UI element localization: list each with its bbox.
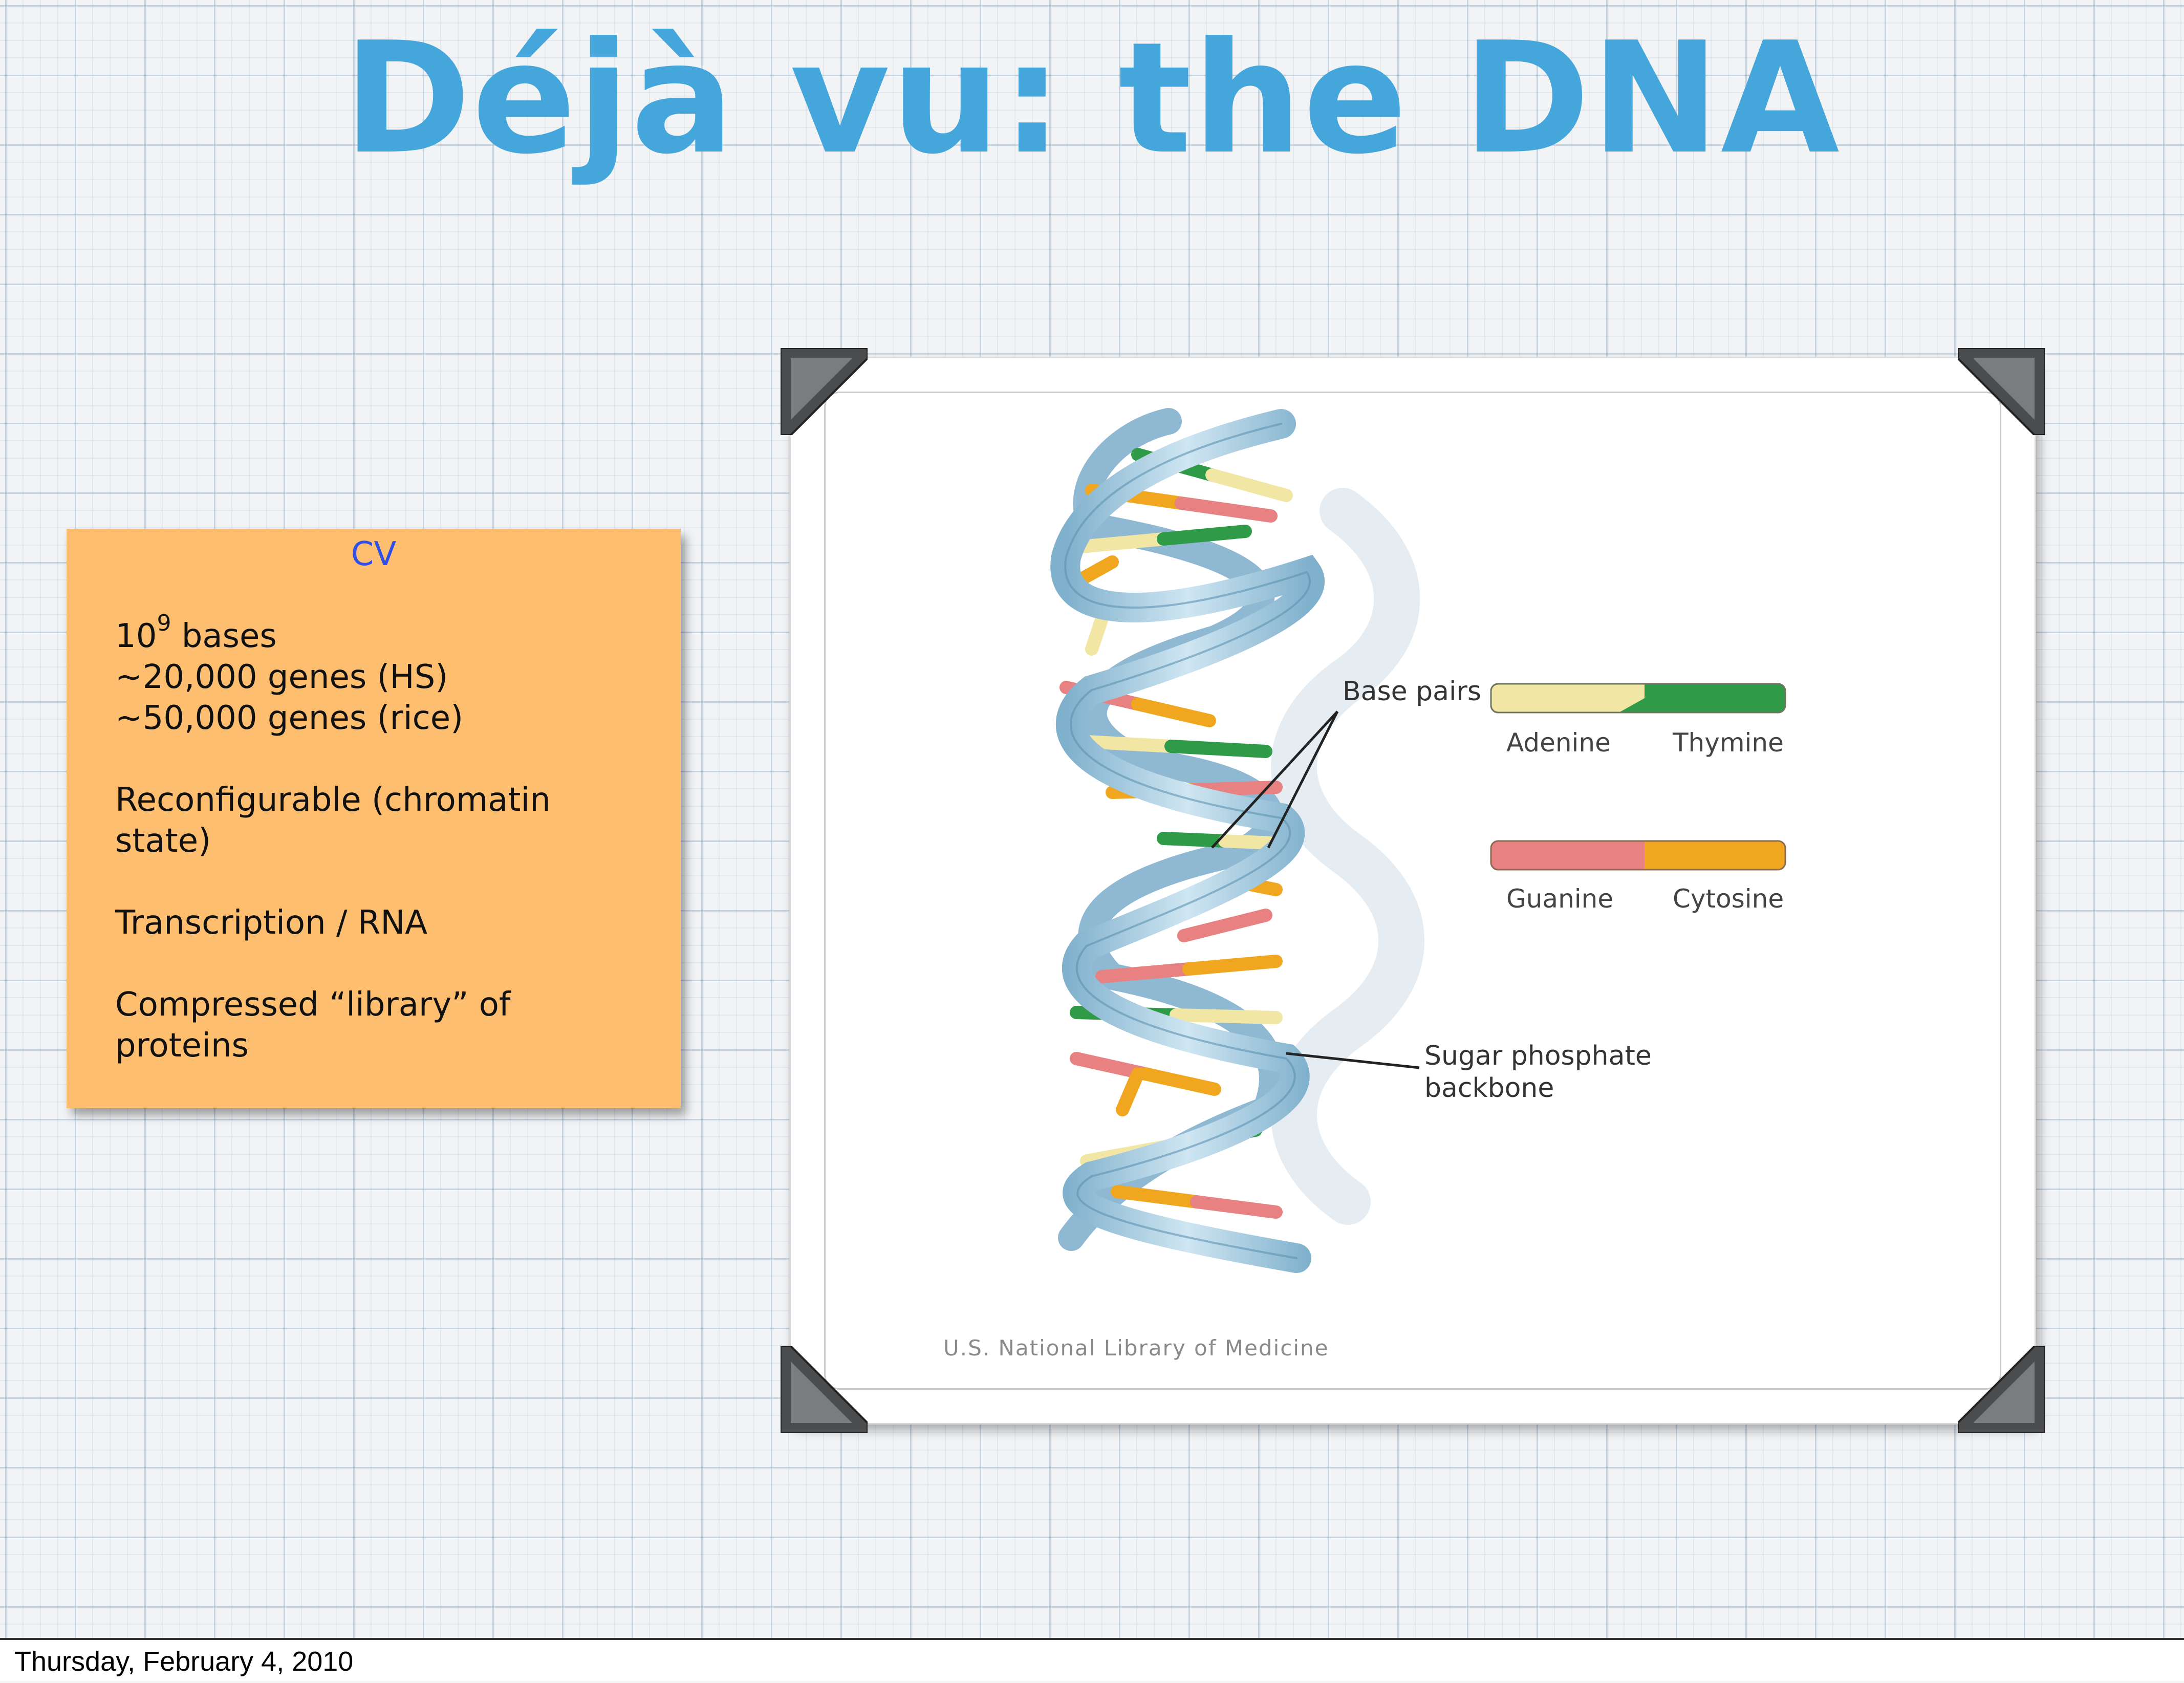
legend-guanine: Guanine bbox=[1506, 884, 1613, 914]
legend-cytosine: Cytosine bbox=[1673, 884, 1784, 914]
base-pair-rung-4-1 bbox=[1090, 612, 1109, 640]
helix-shadow bbox=[1271, 488, 1424, 1225]
base-pair-rung-8-0 bbox=[1157, 832, 1231, 848]
legend-thymine: Thymine bbox=[1672, 728, 1784, 758]
photo-frame-inner: Base pairs Sugar phosphate backbone Aden… bbox=[824, 392, 2001, 1390]
note-transcription: Transcription / RNA bbox=[115, 904, 427, 942]
base-pair-rung-1-1 bbox=[1175, 497, 1278, 523]
base-pair-rung-11-0 bbox=[1095, 962, 1196, 983]
note-library-2: proteins bbox=[115, 1027, 249, 1065]
photo-frame: Base pairs Sugar phosphate backbone Aden… bbox=[781, 348, 2045, 1433]
note-heading: CV bbox=[351, 535, 397, 573]
slide-title: Déjà vu: the DNA bbox=[343, 9, 1841, 188]
base-pair-rung-3-1 bbox=[1083, 555, 1119, 581]
base-pair-rung-10-0 bbox=[1218, 909, 1272, 932]
base-pair-rung-16-1 bbox=[1190, 1195, 1283, 1219]
base-pair-rung-12-1 bbox=[1170, 1008, 1283, 1024]
note-bases: 109 bases bbox=[115, 612, 650, 657]
backbone-label-1: Sugar phosphate bbox=[1424, 1041, 1652, 1071]
note-genes-rice: ~50,000 genes (rice) bbox=[115, 699, 464, 737]
base-pair-rung-13-1 bbox=[1139, 1067, 1221, 1096]
base-pairs-callout-line-2 bbox=[1267, 710, 1339, 849]
base-pair-rung-2-1 bbox=[1157, 525, 1252, 546]
bases-prefix: 10 bbox=[115, 617, 157, 655]
image-credit: U.S. National Library of Medicine bbox=[943, 1335, 1329, 1361]
base-pairs-label: Base pairs bbox=[1343, 676, 1481, 707]
backbone-callout-line bbox=[1286, 1052, 1420, 1069]
base-pair-rung-10-1 bbox=[1177, 919, 1231, 942]
sticky-note: CV 109 bases ~20,000 genes (HS) ~50,000 … bbox=[67, 529, 681, 1108]
backbone-strand-front-edge bbox=[1064, 423, 1311, 1259]
base-pair-rung-5-1 bbox=[1131, 697, 1216, 727]
base-pairs-callout-line-1 bbox=[1211, 710, 1338, 849]
frame-corner-top-left bbox=[781, 348, 868, 435]
base-pair-rung-9-1 bbox=[1257, 880, 1283, 896]
frame-corner-bottom-right bbox=[1958, 1346, 2045, 1433]
legend-adenine-thymine: Adenine Thymine bbox=[1490, 683, 1786, 758]
note-genes-hs: ~20,000 genes (HS) bbox=[115, 658, 448, 696]
bases-exponent: 9 bbox=[157, 610, 171, 636]
frame-corner-bottom-left bbox=[781, 1346, 868, 1433]
base-pair-rung-0-1 bbox=[1205, 468, 1293, 502]
note-library-1: Compressed “library” of bbox=[115, 986, 511, 1024]
footer-date: Thursday, February 4, 2010 bbox=[0, 1638, 2184, 1681]
base-pair-rung-11-1 bbox=[1182, 955, 1283, 976]
base-pair-rung-6-1 bbox=[1164, 740, 1272, 758]
base-pair-rung-16-0 bbox=[1111, 1185, 1203, 1209]
dna-figure: Base pairs Sugar phosphate backbone Aden… bbox=[943, 408, 1786, 1361]
note-reconfig-2: state) bbox=[115, 822, 211, 860]
backbone-label-2: backbone bbox=[1424, 1073, 1554, 1104]
frame-corner-top-right bbox=[1958, 348, 2045, 435]
note-reconfig-1: Reconfigurable (chromatin bbox=[115, 781, 551, 819]
slide-canvas: Déjà vu: the DNA CV 109 bases ~20,000 ge… bbox=[0, 0, 2184, 1638]
bases-suffix: bases bbox=[171, 617, 277, 655]
legend-adenine: Adenine bbox=[1506, 728, 1611, 758]
base-pair-rung-2-0 bbox=[1075, 532, 1170, 553]
legend-guanine-cytosine: Guanine Cytosine bbox=[1490, 840, 1786, 914]
base-pair-rung-14-1 bbox=[1116, 1085, 1137, 1116]
